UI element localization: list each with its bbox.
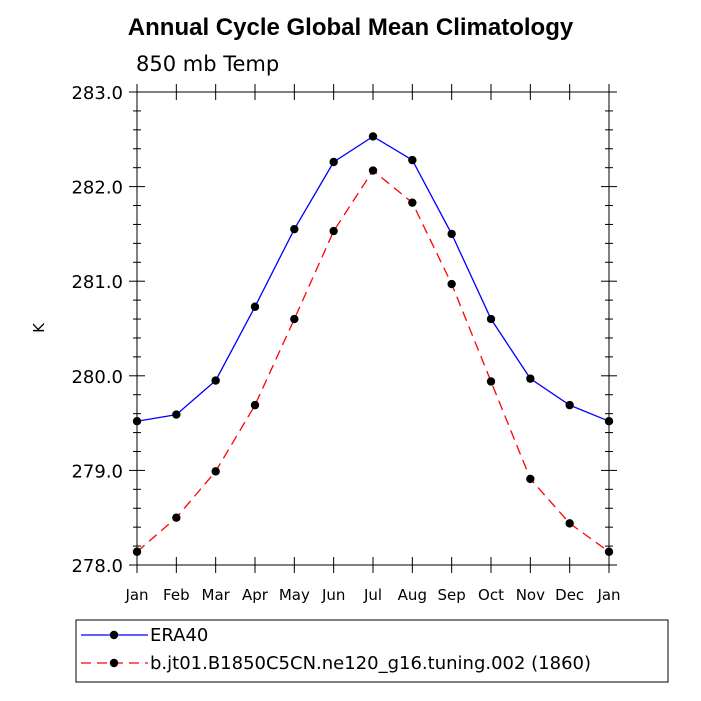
x-tick-label: Jul xyxy=(363,586,382,604)
legend: ERA40 b.jt01.B1850C5CN.ne120_g16.tuning.0… xyxy=(75,619,669,683)
y-tick-label: 281.0 xyxy=(71,272,123,293)
x-tick-label: Jan xyxy=(124,586,148,604)
x-tick-label: Dec xyxy=(555,586,584,604)
data-point xyxy=(368,166,378,175)
data-point xyxy=(526,474,535,484)
series-group xyxy=(132,132,614,556)
axis-ticks xyxy=(129,84,617,573)
x-tick-label: Nov xyxy=(516,586,545,604)
data-point xyxy=(526,374,535,383)
data-point xyxy=(132,417,142,426)
data-point xyxy=(565,519,574,528)
data-point xyxy=(447,229,456,239)
legend-label-2: b.jt01.B1850C5CN.ne120_g16.tuning.002 (1… xyxy=(150,653,591,674)
data-point xyxy=(486,314,496,324)
data-point xyxy=(211,376,220,385)
x-tick-label: Jan xyxy=(596,586,620,604)
data-point xyxy=(132,547,142,556)
data-point xyxy=(329,226,338,236)
data-point xyxy=(408,155,417,165)
chart-title: Annual Cycle Global Mean Climatology xyxy=(127,14,574,41)
chart-subtitle: 850 mb Temp xyxy=(136,52,280,76)
y-tick-label: 283.0 xyxy=(71,83,123,104)
data-point xyxy=(290,314,299,324)
data-point xyxy=(604,547,614,556)
x-tick-labels: Jan Feb Mar Apr May Jun Jul Aug Sep Oct Nov Dec Jan xyxy=(124,586,620,604)
y-axis-label: K xyxy=(30,322,48,333)
data-point xyxy=(250,302,260,311)
y-tick-label: 278.0 xyxy=(71,556,123,577)
data-point xyxy=(290,224,299,234)
x-tick-label: Sep xyxy=(438,586,466,604)
legend-frame xyxy=(75,619,669,683)
data-point xyxy=(565,400,574,410)
x-tick-label: Apr xyxy=(242,586,269,604)
legend-label-1: ERA40 xyxy=(150,625,208,646)
series-line-2 xyxy=(136,169,610,553)
data-point xyxy=(329,157,338,167)
data-point xyxy=(250,400,260,410)
data-point xyxy=(211,467,220,476)
data-point xyxy=(172,513,181,522)
legend-marker xyxy=(109,658,119,668)
series-line-1 xyxy=(136,135,610,422)
y-tick-label: 279.0 xyxy=(71,461,123,482)
y-tick-label: 280.0 xyxy=(71,367,123,388)
plot-frame xyxy=(136,91,610,566)
data-point xyxy=(447,279,456,289)
x-tick-label: Aug xyxy=(398,586,427,604)
y-tick-label: 282.0 xyxy=(71,178,123,199)
x-tick-label: May xyxy=(279,586,310,604)
x-tick-label: Mar xyxy=(202,586,231,604)
data-point xyxy=(172,410,181,419)
legend-marker xyxy=(109,630,119,640)
x-tick-label: Oct xyxy=(478,586,504,604)
data-point xyxy=(368,132,378,141)
x-tick-label: Feb xyxy=(163,586,190,604)
data-point xyxy=(604,417,614,426)
data-point xyxy=(408,198,417,207)
data-point xyxy=(486,377,496,386)
y-tick-labels: 278.0 279.0 280.0 281.0 282.0 283.0 xyxy=(71,83,123,577)
x-tick-label: Jun xyxy=(321,586,345,604)
